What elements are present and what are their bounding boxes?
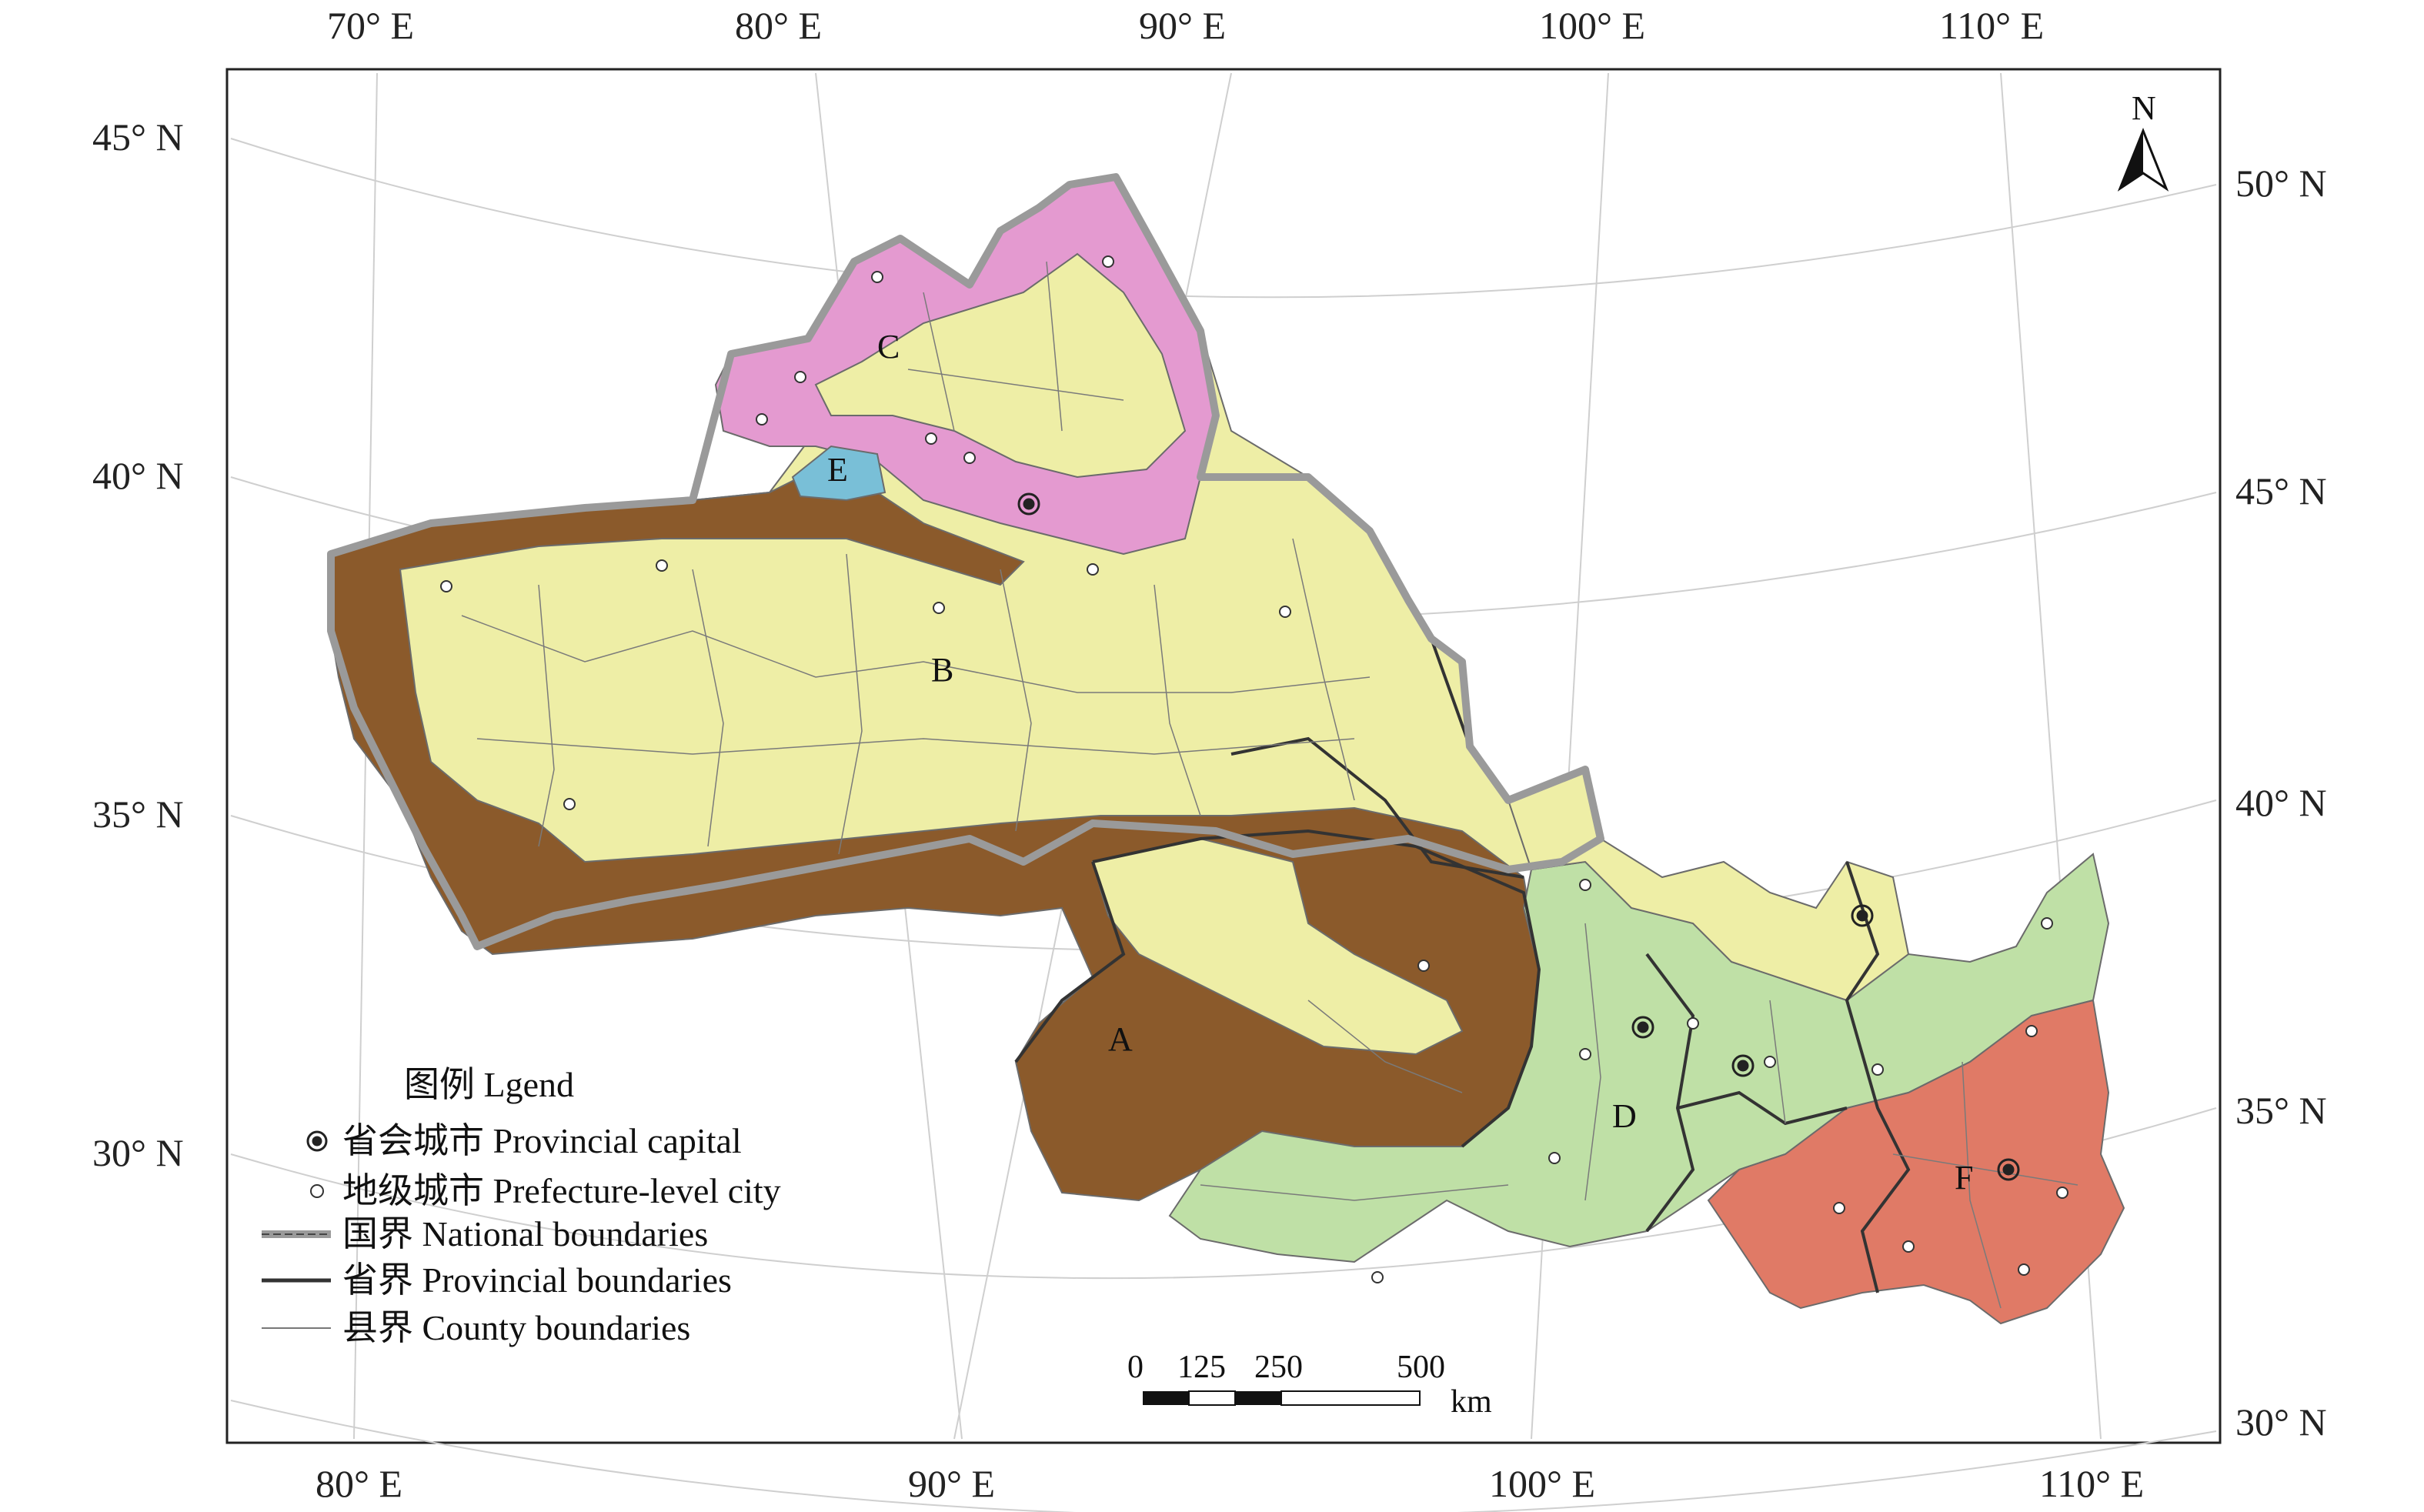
zone-label-c: C <box>877 328 900 365</box>
prefecture-city-marker <box>1087 563 1099 576</box>
prefecture-city-marker <box>794 371 806 383</box>
prefecture-cities <box>440 255 2068 1283</box>
provincial-capitals <box>1017 492 2020 1181</box>
lon-label-top: 90° E <box>1139 4 1226 47</box>
legend-label: 县界 County boundaries <box>342 1308 690 1347</box>
lat-label-left: 30° N <box>92 1131 184 1174</box>
prefecture-city-marker <box>925 432 937 445</box>
prefecture-city-marker <box>1579 1048 1591 1060</box>
prefecture-city-marker <box>1417 960 1430 972</box>
prefecture-city-marker <box>756 413 768 426</box>
legend-label: 地级城市 Prefecture-level city <box>342 1171 781 1210</box>
provincial-capital-marker <box>1851 904 1874 927</box>
lon-label-bottom: 80° E <box>316 1462 402 1505</box>
prefecture-city-marker <box>1371 1271 1384 1283</box>
national-boundary-line <box>327 173 1604 950</box>
lat-label-right: 50° N <box>2235 162 2327 205</box>
north-label: N <box>2132 89 2156 127</box>
legend-title: 图例 Lgend <box>404 1065 574 1104</box>
prefecture-city-marker <box>1871 1063 1884 1076</box>
scale-tick-label: 250 <box>1254 1350 1303 1385</box>
zone-b-inner-region <box>1091 837 1464 1056</box>
legend: 图例 Lgend 省会城市 Provincial capital 地级城市 Pr… <box>262 1065 781 1347</box>
lat-label-left: 40° N <box>92 454 184 497</box>
legend-prefecture-city-icon <box>310 1184 324 1198</box>
lat-label-left: 35° N <box>92 793 184 836</box>
prefecture-city-marker <box>1548 1152 1561 1164</box>
zone-label-d: D <box>1612 1097 1637 1135</box>
prefecture-city-marker <box>2056 1187 2068 1199</box>
zone-label-b: B <box>931 651 953 689</box>
scale-tick-label: 0 <box>1127 1350 1144 1385</box>
prefecture-city-marker <box>933 602 945 614</box>
provincial-capital-marker <box>1631 1016 1654 1039</box>
lon-label-bottom: 100° E <box>1489 1462 1595 1505</box>
prefecture-city-marker <box>2025 1025 2038 1037</box>
zone-b-east-region <box>1507 768 1910 1002</box>
prefecture-city-marker <box>1579 879 1591 891</box>
provincial-capital-marker <box>1997 1158 2020 1181</box>
lon-label-top: 110° E <box>1939 4 2044 47</box>
prefecture-city-marker <box>2018 1263 2030 1276</box>
zone-label-f: F <box>1955 1159 1973 1197</box>
prefecture-city-marker <box>1279 606 1291 618</box>
prefecture-city-marker <box>656 559 668 572</box>
prefecture-city-marker <box>1764 1056 1776 1068</box>
prefecture-city-marker <box>1687 1017 1699 1030</box>
lat-label-left: 45° N <box>92 115 184 159</box>
lon-label-bottom: 110° E <box>2039 1462 2144 1505</box>
prefecture-city-marker <box>440 580 452 592</box>
prefecture-city-marker <box>963 452 976 464</box>
legend-label: 省会城市 Provincial capital <box>342 1121 742 1160</box>
north-arrow: N <box>2117 89 2169 192</box>
zone-label-e: E <box>827 451 848 489</box>
regions <box>330 175 2125 1325</box>
lat-label-right: 35° N <box>2235 1089 2327 1132</box>
provincial-capital-marker <box>1731 1054 1755 1077</box>
zone-f-region <box>1707 999 2125 1325</box>
prefecture-city-marker <box>563 798 576 810</box>
lat-label-right: 30° N <box>2235 1400 2327 1444</box>
scale-bar: 0 125 250 500 km <box>1127 1350 1492 1420</box>
zone-label-a: A <box>1108 1020 1133 1058</box>
prefecture-city-marker <box>1902 1240 1915 1253</box>
legend-label: 省界 Provincial boundaries <box>342 1260 732 1300</box>
legend-provincial-capital-icon <box>306 1130 328 1152</box>
prefecture-city-marker <box>1833 1202 1845 1214</box>
scale-unit: km <box>1451 1384 1492 1420</box>
lon-label-top: 80° E <box>735 4 822 47</box>
lon-label-top: 100° E <box>1539 4 1645 47</box>
lat-label-right: 45° N <box>2235 469 2327 512</box>
provincial-capital-marker <box>1017 492 1040 516</box>
scale-tick-label: 500 <box>1397 1350 1445 1385</box>
prefecture-city-marker <box>871 271 883 283</box>
prefecture-city-marker <box>1102 255 1114 268</box>
lat-label-right: 40° N <box>2235 781 2327 824</box>
lon-label-top: 70° E <box>327 4 414 47</box>
zone-e-region <box>791 445 886 502</box>
scale-tick-label: 125 <box>1177 1350 1226 1385</box>
prefecture-city-marker <box>2041 917 2053 930</box>
lon-label-bottom: 90° E <box>908 1462 995 1505</box>
legend-label: 国界 National boundaries <box>342 1214 708 1253</box>
county-boundaries <box>461 261 2078 1309</box>
zone-b-north-region <box>814 252 1187 479</box>
